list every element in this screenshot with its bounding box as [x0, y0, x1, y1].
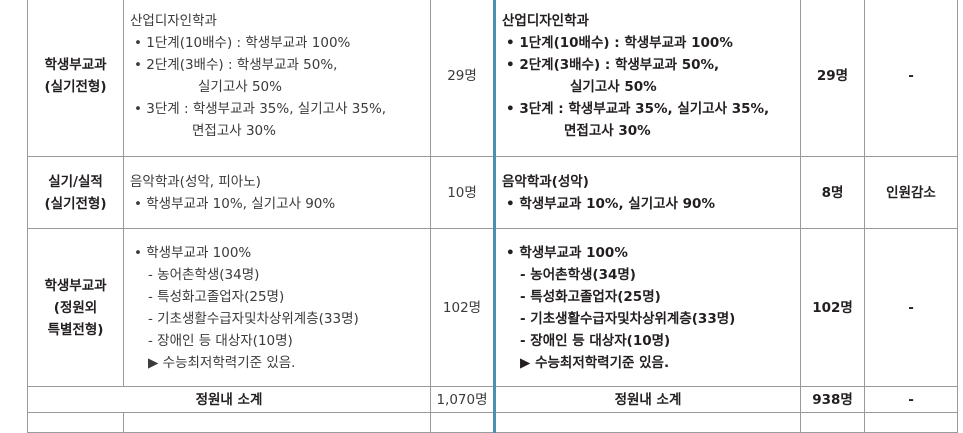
criteria-line: - 기초생활수급자및차상위계층(33명) [520, 310, 736, 327]
old-count-cell: 102명 [430, 228, 496, 387]
note-cell: - [864, 228, 958, 387]
criteria-line: 학생부교과 10%, 실기고사 90% [502, 193, 794, 215]
new-subtotal-label: 정원내 소계 [494, 386, 801, 413]
criteria-line: 실기고사 50% [570, 78, 657, 95]
old-count-cell: 10명 [430, 156, 496, 229]
criteria-line: - 농어촌학생(34명) [148, 266, 260, 283]
criteria-line: 음악학과(성악) [502, 173, 589, 190]
table-row: 실기/실적 (실기전형) 음악학과(성악, 피아노) 학생부교과 10%, 실기고… [27, 156, 958, 229]
subtotal-note: - [864, 386, 958, 413]
old-subtotal-label: 정원내 소계 [27, 386, 431, 413]
criteria-line: 산업디자인학과 [130, 12, 217, 29]
new-count-cell: 29명 [800, 0, 865, 157]
new-subtotal-count: 938명 [800, 386, 865, 413]
admission-comparison-table: 학생부교과 (실기전형) 산업디자인학과 1단계(10배수) : 학생부교과 10… [27, 0, 958, 433]
old-criteria-cell: 음악학과(성악, 피아노) 학생부교과 10%, 실기고사 90% [123, 156, 431, 229]
old-subtotal-count: 1,070명 [430, 386, 496, 413]
table-row: 학생부교과 (실기전형) 산업디자인학과 1단계(10배수) : 학생부교과 10… [27, 0, 958, 157]
criteria-line: 학생부교과 100% [130, 242, 424, 264]
criteria-line: 3단계 : 학생부교과 35%, 실기고사 35%, [502, 98, 794, 120]
criteria-line: 2단계(3배수) : 학생부교과 50%, [502, 54, 794, 76]
category-cell: 학생부교과 (정원외 특별전형) [27, 228, 124, 387]
criteria-line: 2단계(3배수) : 학생부교과 50%, [130, 54, 424, 76]
criteria-line: 3단계 : 학생부교과 35%, 실기고사 35%, [130, 98, 424, 120]
criteria-line: ▶ 수능최저학력기준 있음. [520, 354, 670, 371]
criteria-line: - 장애인 등 대상자(10명) [148, 332, 293, 349]
category-cell: 학생부교과 (실기전형) [27, 0, 124, 157]
new-criteria-cell: 음악학과(성악) 학생부교과 10%, 실기고사 90% [494, 156, 801, 229]
old-criteria-cell: 학생부교과 100% - 농어촌학생(34명) - 특성화고졸업자(25명) - 기초… [123, 228, 431, 387]
criteria-line: 학생부교과 10%, 실기고사 90% [130, 193, 424, 215]
criteria-line: - 특성화고졸업자(25명) [148, 288, 285, 305]
note-cell: 인원감소 [864, 156, 958, 229]
criteria-line: 산업디자인학과 [502, 12, 589, 29]
criteria-line: 1단계(10배수) : 학생부교과 100% [502, 32, 794, 54]
criteria-line: ▶ 수능최저학력기준 있음. [148, 354, 296, 371]
criteria-line: - 기초생활수급자및차상위계층(33명) [148, 310, 359, 327]
old-criteria-cell: 산업디자인학과 1단계(10배수) : 학생부교과 100%2단계(3배수) : … [123, 0, 431, 157]
criteria-line: 실기고사 50% [198, 78, 282, 95]
note-cell: - [864, 0, 958, 157]
new-count-cell: 8명 [800, 156, 865, 229]
old-count-cell: 29명 [430, 0, 496, 157]
table-row: 학생부교과 (정원외 특별전형) 학생부교과 100% - 농어촌학생(34명) -… [27, 228, 958, 387]
criteria-line: 면접고사 30% [192, 122, 276, 139]
criteria-line: 음악학과(성악, 피아노) [130, 173, 261, 190]
criteria-line: - 특성화고졸업자(25명) [520, 288, 661, 305]
subtotal-row: 정원내 소계 1,070명 정원내 소계 938명 - [27, 386, 958, 413]
category-cell: 실기/실적 (실기전형) [27, 156, 124, 229]
criteria-line: - 농어촌학생(34명) [520, 266, 636, 283]
criteria-line: 1단계(10배수) : 학생부교과 100% [130, 32, 424, 54]
new-criteria-cell: 산업디자인학과 1단계(10배수) : 학생부교과 100%2단계(3배수) : … [494, 0, 801, 157]
criteria-line: 면접고사 30% [564, 122, 651, 139]
new-count-cell: 102명 [800, 228, 865, 387]
criteria-line: 학생부교과 100% [502, 242, 794, 264]
new-criteria-cell: 학생부교과 100% - 농어촌학생(34명) - 특성화고졸업자(25명) - 기초… [494, 228, 801, 387]
criteria-line: - 장애인 등 대상자(10명) [520, 332, 671, 349]
